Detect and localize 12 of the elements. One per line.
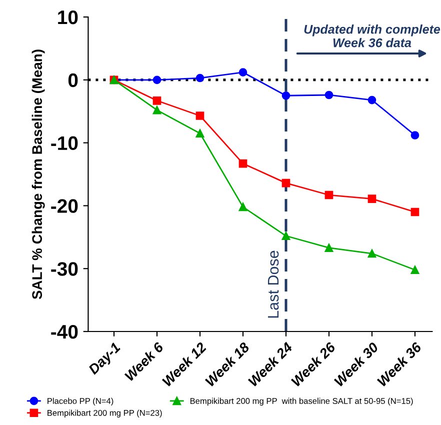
y-tick-label: -40 [51, 324, 78, 339]
y-tick-label: -20 [51, 199, 78, 213]
legend-label: Placebo PP (N=4) [48, 398, 114, 406]
y-tick-label: -10 [51, 136, 78, 150]
legend-label: Bempikibart 200 mg PP (N=23) [48, 410, 162, 418]
y-tick-label: -30 [51, 262, 78, 276]
y-tick-label: 10 [58, 10, 78, 24]
y-axis-title: SALT % Change from Baseline (Mean) [32, 50, 45, 300]
y-tick-label: 0 [68, 73, 78, 88]
legend-label: Bempikibart 200 mg PP with baseline SALT at 50-95 (N=15) [190, 398, 413, 406]
ref-line-label: Last Dose [268, 250, 279, 318]
annotation: Updated with complete Week 36 data [304, 24, 440, 48]
